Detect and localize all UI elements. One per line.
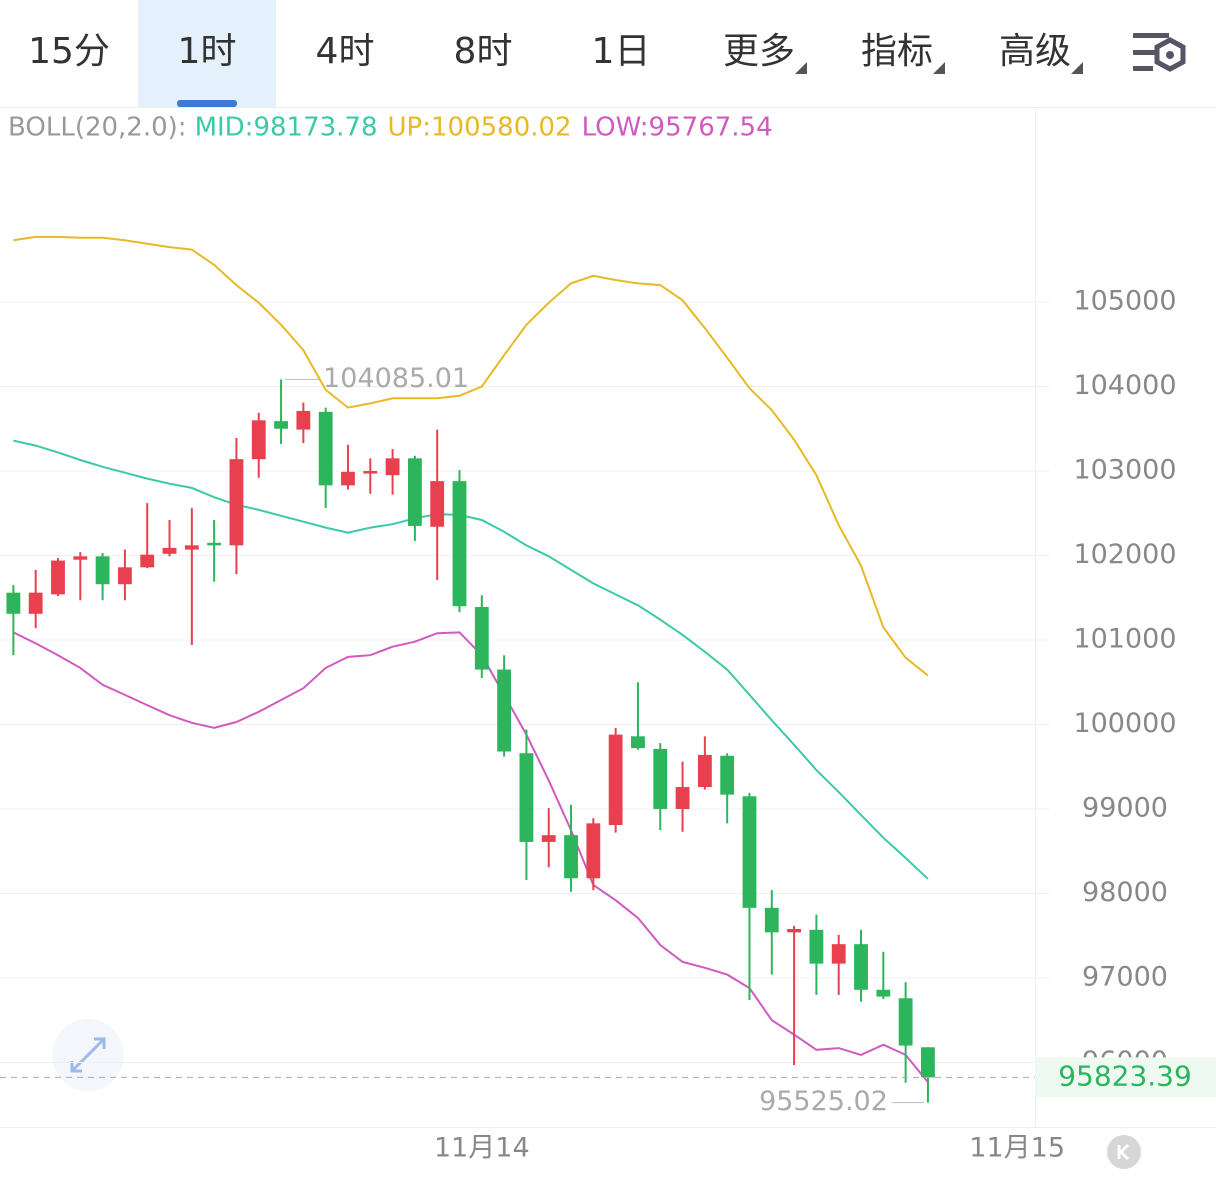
expand-icon bbox=[70, 1037, 106, 1073]
dropdown-caret bbox=[795, 62, 807, 74]
candle-body bbox=[474, 607, 489, 670]
candle-body bbox=[251, 420, 266, 460]
candle-body bbox=[608, 734, 623, 826]
k-bg bbox=[1107, 1135, 1141, 1169]
annotation: 104085.01 bbox=[323, 363, 469, 394]
legend-entry: LOW:95767.54 bbox=[582, 113, 773, 143]
candle-body bbox=[876, 989, 891, 997]
candle-body bbox=[921, 1047, 935, 1078]
y-tick-label: 99000 bbox=[1082, 792, 1168, 823]
dropdown-caret bbox=[933, 62, 945, 74]
icon-hex bbox=[1154, 37, 1186, 72]
x-tick-label: 11月15 bbox=[969, 1133, 1065, 1164]
tab[interactable]: 4时 bbox=[316, 31, 375, 72]
candle-body bbox=[787, 928, 802, 933]
y-tick-label: 100000 bbox=[1073, 708, 1176, 739]
tab[interactable]: 指标 bbox=[861, 31, 933, 72]
y-tick-label: 104000 bbox=[1073, 370, 1176, 401]
candle-body bbox=[564, 835, 578, 879]
candle-body bbox=[318, 411, 333, 486]
band-line bbox=[12, 631, 929, 1083]
icon-bar bbox=[1133, 66, 1153, 71]
candle-body bbox=[541, 835, 556, 842]
icon-bar bbox=[1133, 33, 1169, 38]
tab[interactable]: 1日 bbox=[592, 31, 651, 72]
candle-body bbox=[742, 796, 757, 908]
indicator-label: BOLL(20,2.0): bbox=[8, 113, 187, 143]
candle-body bbox=[430, 481, 445, 527]
icon-bar bbox=[1133, 50, 1157, 55]
candle-body bbox=[385, 458, 400, 476]
candle-body bbox=[184, 545, 199, 550]
y-tick-label: 101000 bbox=[1073, 623, 1176, 654]
candle-body bbox=[497, 669, 512, 752]
candle-body bbox=[697, 754, 712, 788]
settings-icon[interactable] bbox=[1133, 33, 1186, 72]
dropdown-caret bbox=[1071, 62, 1083, 74]
candle-body bbox=[631, 736, 645, 749]
candle-body bbox=[675, 787, 690, 809]
candle-body bbox=[809, 929, 824, 964]
band-line bbox=[13, 439, 929, 880]
candle-body bbox=[898, 998, 913, 1046]
tab[interactable]: 1时 bbox=[178, 31, 237, 72]
y-tick-label: 97000 bbox=[1082, 961, 1168, 992]
y-tick-label: 105000 bbox=[1073, 286, 1176, 317]
candle-body bbox=[720, 755, 735, 795]
price-label: 95823.39 bbox=[1058, 1059, 1192, 1092]
candle-body bbox=[519, 753, 534, 842]
band-line bbox=[13, 235, 929, 677]
candle-body bbox=[341, 471, 355, 486]
candle-body bbox=[95, 556, 110, 585]
k-button[interactable] bbox=[1107, 1135, 1141, 1169]
tab[interactable]: 8时 bbox=[454, 31, 513, 72]
legend-entry: MID:98173.78 bbox=[195, 113, 378, 143]
candle-body bbox=[407, 458, 422, 526]
legend-entry: UP:100580.02 bbox=[388, 113, 572, 143]
candle-body bbox=[207, 542, 222, 546]
expand-button[interactable] bbox=[52, 1019, 124, 1091]
candle-body bbox=[28, 592, 43, 614]
candle-body bbox=[296, 411, 311, 430]
candle-body bbox=[162, 547, 177, 554]
candle-body bbox=[586, 823, 601, 879]
candle-body bbox=[363, 470, 378, 474]
tab[interactable]: 更多 bbox=[723, 31, 795, 72]
candle-body bbox=[51, 560, 65, 595]
x-tick-label: 11月14 bbox=[434, 1133, 530, 1164]
y-tick-label: 102000 bbox=[1073, 539, 1176, 570]
candle-body bbox=[140, 554, 155, 568]
active-tab-bg bbox=[138, 0, 276, 107]
candle-body bbox=[274, 421, 288, 429]
candle-body bbox=[831, 944, 846, 964]
candle-body bbox=[117, 567, 132, 585]
price-label-bg bbox=[1035, 1057, 1216, 1098]
y-tick-label: 98000 bbox=[1082, 877, 1168, 908]
icon-dot bbox=[1166, 51, 1174, 59]
candle-body bbox=[229, 459, 244, 546]
candle-body bbox=[854, 944, 868, 990]
plot: 9600097000980009900010000010100010200010… bbox=[0, 235, 1216, 1164]
candle-body bbox=[452, 481, 467, 607]
annotation: 95525.02 bbox=[759, 1086, 888, 1117]
candle-body bbox=[764, 907, 779, 933]
k-icon bbox=[1117, 1143, 1130, 1161]
active-tab-indicator bbox=[177, 100, 237, 107]
y-tick-label: 103000 bbox=[1073, 454, 1176, 485]
candle-body bbox=[6, 592, 21, 614]
candle-body bbox=[73, 556, 88, 560]
candle-body bbox=[653, 748, 668, 809]
tab[interactable]: 15分 bbox=[28, 31, 110, 72]
tab[interactable]: 高级 bbox=[999, 31, 1071, 72]
